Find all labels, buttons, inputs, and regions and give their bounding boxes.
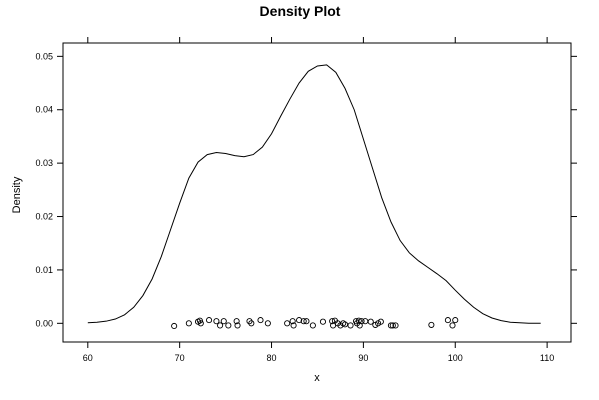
rug-point [225,322,232,329]
x-tick-labels: 60 70 80 90 100 110 [83,353,555,363]
rug-point [289,318,296,325]
x-tick-label: 100 [448,353,463,363]
rug-point [248,320,255,327]
y-tick-labels: 0.00 0.01 0.02 0.03 0.04 0.05 [35,51,53,328]
rug-point [290,322,297,329]
rug-point [197,320,204,327]
rug-point [449,322,456,329]
rug-point [257,317,264,324]
x-tick-label: 70 [175,353,185,363]
rug-point [444,317,451,324]
rug-point [185,320,192,327]
y-tick-label: 0.03 [35,158,53,168]
rug-point [319,318,327,325]
rug-points [171,317,459,330]
rug-point [347,322,354,329]
x-tick-label: 60 [83,353,93,363]
chart-title: Density Plot [260,3,341,19]
y-tick-label: 0.02 [35,212,53,222]
rug-point [264,320,271,327]
rug-point [358,318,365,325]
x-tick-label: 80 [267,353,277,363]
y-tick-label: 0.00 [35,318,53,328]
rug-point [341,321,349,328]
rug-point [234,322,241,329]
rug-point [233,318,240,325]
y-tick-label: 0.05 [35,51,53,61]
x-tick-label: 110 [540,353,554,363]
density-line [87,64,541,324]
rug-point [389,322,396,329]
rug-point [213,318,220,325]
axis-ticks [57,37,577,348]
rug-point [309,322,316,329]
x-tick-label: 90 [358,353,368,363]
rug-point [303,318,310,325]
rug-point [284,320,291,327]
plot-frame [62,42,572,343]
rug-point [362,318,369,325]
x-axis-label: x [314,372,320,384]
rug-point [171,322,178,330]
rug-point [428,321,435,328]
rug-point [206,317,213,324]
rug-point [387,322,395,329]
rug-point [367,318,374,325]
rug-point [452,317,459,324]
rug-point [300,318,307,325]
rug-point [217,322,224,329]
rug-point [377,318,384,325]
rug-point [196,317,203,324]
y-tick-label: 0.01 [35,265,53,275]
y-tick-label: 0.04 [35,105,53,115]
y-axis-label: Density [11,176,23,213]
rug-point [392,322,399,329]
rug-point [329,318,336,325]
rug-point [220,318,227,325]
